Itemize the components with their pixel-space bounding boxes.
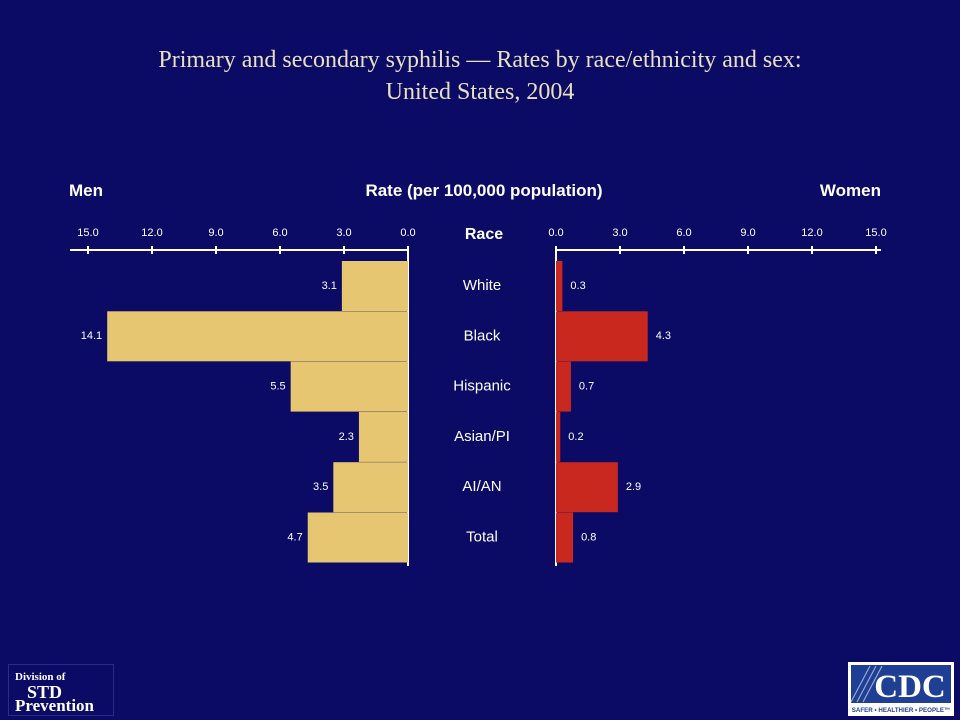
chart-title: Primary and secondary syphilis — Rates b…: [0, 44, 960, 108]
women-bar-5: [556, 512, 574, 563]
men-tick-label-3: 9.0: [208, 227, 223, 239]
category-axis-label: Race: [465, 226, 503, 243]
men-bar-3: [358, 411, 408, 462]
women-tick-label-3: 9.0: [740, 227, 755, 239]
women-tick-label-5: 15.0: [865, 227, 886, 239]
category-label-4: AI/AN: [462, 478, 501, 495]
category-label-1: Black: [464, 327, 501, 344]
category-label-0: White: [463, 277, 501, 294]
men-data-label-4: 3.5: [313, 481, 328, 493]
std-logo-line-2: STD: [27, 682, 63, 702]
header-men: Men: [69, 181, 103, 200]
women-data-label-4: 2.9: [626, 481, 641, 493]
men-data-label-2: 5.5: [270, 381, 285, 393]
women-tick-label-0: 0.0: [548, 227, 563, 239]
women-data-label-3: 0.2: [568, 431, 583, 443]
men-data-label-3: 2.3: [339, 431, 354, 443]
men-tick-label-2: 6.0: [272, 227, 287, 239]
std-prevention-logo: Division of STD Prevention: [8, 664, 114, 716]
men-tick-label-1: 3.0: [336, 227, 351, 239]
header-rate: Rate (per 100,000 population): [365, 181, 602, 200]
men-bar-0: [341, 261, 408, 311]
women-bar-0: [556, 261, 563, 311]
women-bar-3: [556, 411, 561, 462]
men-bar-1: [107, 311, 408, 362]
women-bar-1: [556, 311, 648, 362]
category-label-2: Hispanic: [453, 378, 511, 395]
title-line-2: United States, 2004: [385, 79, 575, 105]
men-bar-5: [307, 512, 408, 563]
women-data-label-1: 4.3: [656, 330, 671, 342]
std-logo-line-1: Division of: [15, 671, 66, 683]
cdc-tagline: SAFER • HEALTHIER • PEOPLE™: [852, 707, 950, 714]
category-label-5: Total: [466, 528, 498, 545]
women-data-label-0: 0.3: [570, 280, 585, 292]
men-data-label-5: 4.7: [287, 531, 302, 543]
women-data-label-2: 0.7: [579, 381, 594, 393]
header-women: Women: [820, 181, 881, 200]
cdc-logo-text: CDC: [874, 669, 946, 705]
men-tick-label-0: 0.0: [400, 227, 415, 239]
std-logo-line-3: Prevention: [15, 696, 95, 715]
women-data-label-5: 0.8: [581, 531, 596, 543]
women-tick-label-1: 3.0: [612, 227, 627, 239]
women-bar-4: [556, 462, 618, 513]
men-tick-label-5: 15.0: [77, 227, 98, 239]
women-tick-label-4: 12.0: [801, 227, 822, 239]
women-tick-label-2: 6.0: [676, 227, 691, 239]
men-bar-4: [333, 462, 408, 513]
title-line-1: Primary and secondary syphilis — Rates b…: [158, 47, 802, 73]
cdc-logo: CDC SAFER • HEALTHIER • PEOPLE™: [848, 662, 954, 716]
men-data-label-0: 3.1: [322, 280, 337, 292]
men-tick-label-4: 12.0: [141, 227, 162, 239]
category-label-3: Asian/PI: [454, 428, 510, 445]
men-data-label-1: 14.1: [81, 330, 102, 342]
women-bar-2: [556, 361, 571, 412]
men-bar-2: [290, 361, 408, 412]
